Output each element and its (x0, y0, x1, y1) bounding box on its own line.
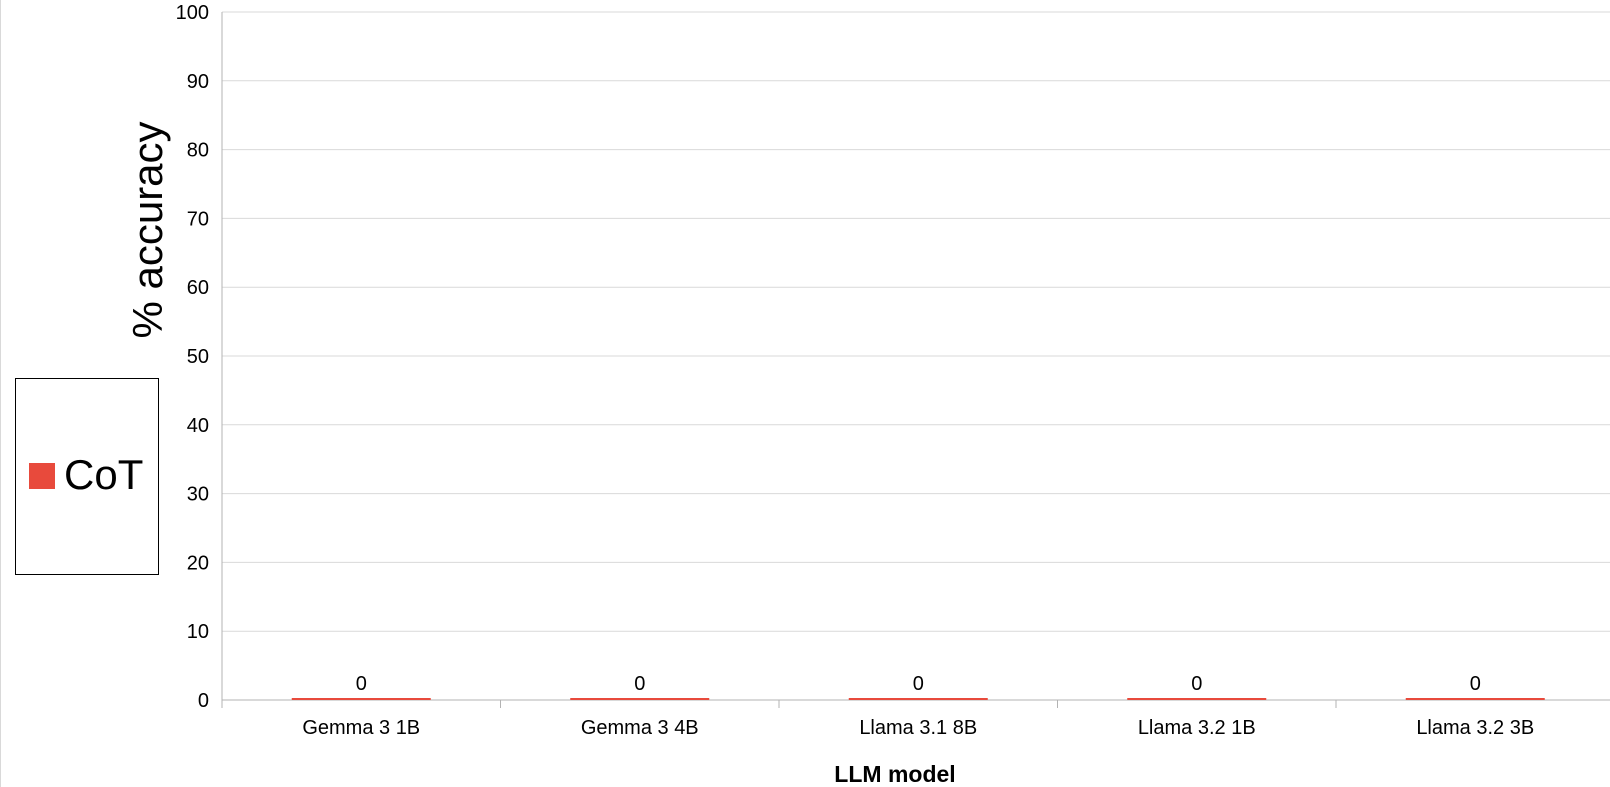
data-label: 0 (913, 673, 924, 695)
x-tick-label: Llama 3.2 1B (1138, 717, 1256, 739)
x-tick-label: Gemma 3 1B (302, 717, 420, 739)
x-tick-label: Gemma 3 4B (581, 717, 699, 739)
x-axis-tick-labels: Gemma 3 1B Gemma 3 4B Llama 3.1 8B Llama 3.… (302, 717, 1534, 739)
axes (221, 12, 1610, 708)
x-tick-label: Llama 3.1 8B (859, 717, 977, 739)
bar-llama-3-1-8b (848, 698, 988, 700)
y-tick-label-40: 40 (187, 415, 209, 437)
y-tick-label-90: 90 (187, 71, 209, 93)
legend: CoT (15, 378, 159, 575)
y-tick-label-10: 10 (187, 621, 209, 643)
x-axis-title: LLM model (834, 761, 956, 787)
data-label: 0 (634, 673, 645, 695)
data-label: 0 (1191, 673, 1202, 695)
y-tick-label-60: 60 (187, 277, 209, 299)
y-tick-label-80: 80 (187, 140, 209, 162)
y-tick-label-0: 0 (198, 690, 209, 712)
y-axis-tick-labels: 0 10 20 30 40 50 60 70 80 90 100 (176, 2, 209, 712)
y-tick-label-50: 50 (187, 346, 209, 368)
page-left-border (0, 0, 1, 787)
bar-llama-3-2-1b (1127, 698, 1267, 700)
y-tick-label-30: 30 (187, 484, 209, 506)
bar-llama-3-2-3b (1405, 698, 1545, 700)
legend-label-cot: CoT (64, 451, 144, 498)
bar-gemma-3-1b (291, 698, 431, 700)
y-axis-title: % accuracy (124, 121, 171, 339)
y-tick-label-20: 20 (187, 552, 209, 574)
data-label: 0 (356, 673, 367, 695)
y-tick-label-100: 100 (176, 2, 209, 24)
x-tick-label: Llama 3.2 3B (1416, 717, 1534, 739)
bar-gemma-3-4b (570, 698, 710, 700)
data-label: 0 (1470, 673, 1481, 695)
y-tick-label-70: 70 (187, 208, 209, 230)
legend-swatch-cot (29, 463, 55, 489)
gridlines (222, 11, 1610, 632)
data-labels: 0 0 0 0 0 (356, 673, 1481, 695)
bars (291, 698, 1545, 700)
